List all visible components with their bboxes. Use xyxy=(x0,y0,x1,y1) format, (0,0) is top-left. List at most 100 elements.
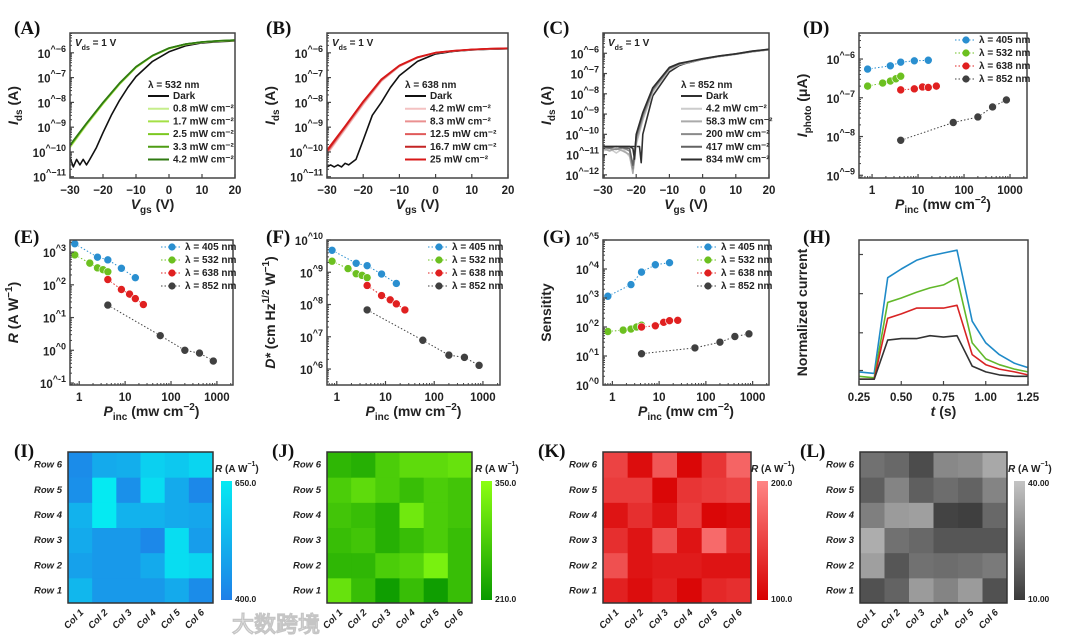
heatmap-cell xyxy=(603,477,629,503)
x-tick-label: 1000 xyxy=(204,392,230,404)
plot-frame xyxy=(858,32,1028,179)
data-point xyxy=(988,102,997,112)
legend-marker xyxy=(962,49,970,57)
y-tick-label: 10^-1 xyxy=(40,374,66,391)
row-label: Row 2 xyxy=(569,560,598,571)
heatmap-cell xyxy=(327,527,352,554)
legend-label: 8.3 mW cm⁻² xyxy=(430,116,492,127)
legend-label: λ = 638 nm xyxy=(185,268,237,279)
data-point xyxy=(878,78,887,88)
y-tick-label: 10^−7 xyxy=(295,69,323,86)
colorbar-min-label: 10.00 xyxy=(1028,594,1050,604)
plot-frame xyxy=(326,239,501,386)
data-point xyxy=(673,316,683,325)
y-tick-label: 10^8 xyxy=(300,296,323,313)
data-point xyxy=(603,291,613,301)
y-tick-label: 10^7 xyxy=(300,328,323,345)
legend-title: λ = 638 nm xyxy=(405,80,457,91)
data-point xyxy=(362,273,372,282)
heatmap-cell xyxy=(726,552,752,579)
heatmap-cell xyxy=(677,552,703,579)
heatmap-cell xyxy=(447,502,473,528)
series-line xyxy=(70,40,235,168)
data-point xyxy=(932,81,941,91)
data-point xyxy=(209,356,218,366)
heatmap-cell xyxy=(701,552,727,579)
heatmap-cell xyxy=(447,577,473,604)
row-label: Row 3 xyxy=(34,535,63,546)
heatmap-cell xyxy=(603,452,629,478)
panel-letter: (C) xyxy=(543,18,569,39)
legend-marker xyxy=(962,62,970,70)
legend-label: λ = 638 nm xyxy=(721,268,773,279)
x-axis-label: Pinc (mw cm−2) xyxy=(638,402,734,423)
x-tick-label: 10 xyxy=(912,185,925,197)
data-point xyxy=(362,281,372,290)
y-tick-label: 10^−6 xyxy=(827,50,855,67)
legend-label: 0.8 mW cm⁻² xyxy=(173,104,235,115)
heatmap-cell xyxy=(652,477,678,503)
heatmap-cell xyxy=(884,527,910,554)
data-point xyxy=(973,112,983,122)
data-point xyxy=(910,56,919,66)
legend-label: λ = 405 nm xyxy=(721,242,773,253)
heatmap-cell xyxy=(116,477,141,503)
y-axis-label: Ids (A) xyxy=(538,86,558,125)
data-point xyxy=(637,322,646,332)
x-tick-label: −10 xyxy=(390,185,410,197)
x-tick-label: 1000 xyxy=(997,185,1023,197)
y-tick-label: 10^0 xyxy=(576,376,599,393)
x-tick-label: 1000 xyxy=(470,392,496,404)
heatmap-cell xyxy=(188,552,214,579)
series-line xyxy=(107,279,144,305)
x-tick-label: 1.25 xyxy=(1017,392,1040,404)
data-point xyxy=(180,345,190,355)
colorbar-max-label: 200.0 xyxy=(771,478,793,488)
row-label: Row 6 xyxy=(826,460,855,471)
heatmap-cell xyxy=(116,527,141,554)
data-point xyxy=(665,258,674,267)
heatmap-cell xyxy=(375,502,400,528)
y-tick-label: 10^−11 xyxy=(290,168,323,185)
legend-label: λ = 405 nm xyxy=(185,242,237,253)
legend-marker xyxy=(168,269,176,277)
row-label: Row 2 xyxy=(826,560,855,571)
heatmap-cell xyxy=(726,477,752,503)
row-label: Row 6 xyxy=(34,460,63,471)
y-tick-label: 10^−10 xyxy=(33,143,66,160)
heatmap-cell xyxy=(958,452,983,478)
panel-e: (E) 1 10 100 1000 10^-1 10^0 10^1 10^2 10^3 Pinc (… xyxy=(4,227,237,423)
row-label: Row 5 xyxy=(569,485,598,496)
y-tick-label: 10^5 xyxy=(576,231,599,248)
y-tick-label: 10^4 xyxy=(576,260,599,277)
plot-frame xyxy=(602,239,770,386)
heatmap-cell xyxy=(423,527,449,554)
heatmap-cell xyxy=(423,502,449,528)
data-point xyxy=(85,258,95,268)
legend-marker xyxy=(962,75,970,83)
data-point xyxy=(377,291,386,300)
series-line xyxy=(327,47,508,151)
heatmap-cell xyxy=(327,452,352,478)
heatmap-cell xyxy=(982,552,1008,579)
heatmap-cell xyxy=(701,502,727,528)
heatmap-cell xyxy=(884,477,910,503)
legend-label: 417 mW cm⁻² xyxy=(706,142,770,153)
legend-marker xyxy=(704,282,712,290)
heatmap-cell xyxy=(860,477,885,503)
y-tick-label: 10^−8 xyxy=(295,93,323,110)
data-point xyxy=(896,85,906,95)
legend-label: 25 mW cm⁻² xyxy=(430,155,489,166)
plot-area xyxy=(327,245,484,370)
panel-h: (H) 0.25 0.50 0.75 1.00 1.25 t (s) Normalized c… xyxy=(794,227,1040,419)
panel-a: (A) −30 −20 −10 0 10 20 10^−11 10^−10 10^−9 10^−8 1… xyxy=(5,18,241,216)
data-point xyxy=(690,343,700,353)
data-point xyxy=(418,335,428,345)
vds-annotation: Vds = 1 V xyxy=(608,38,650,52)
x-axis-label: Vgs (V) xyxy=(131,196,175,216)
legend-label: 3.3 mW cm⁻² xyxy=(173,142,235,153)
data-point xyxy=(1002,95,1011,105)
heatmap-cell xyxy=(92,552,117,579)
data-point xyxy=(896,57,906,67)
y-axis-label: R (A W−1) xyxy=(4,282,21,343)
